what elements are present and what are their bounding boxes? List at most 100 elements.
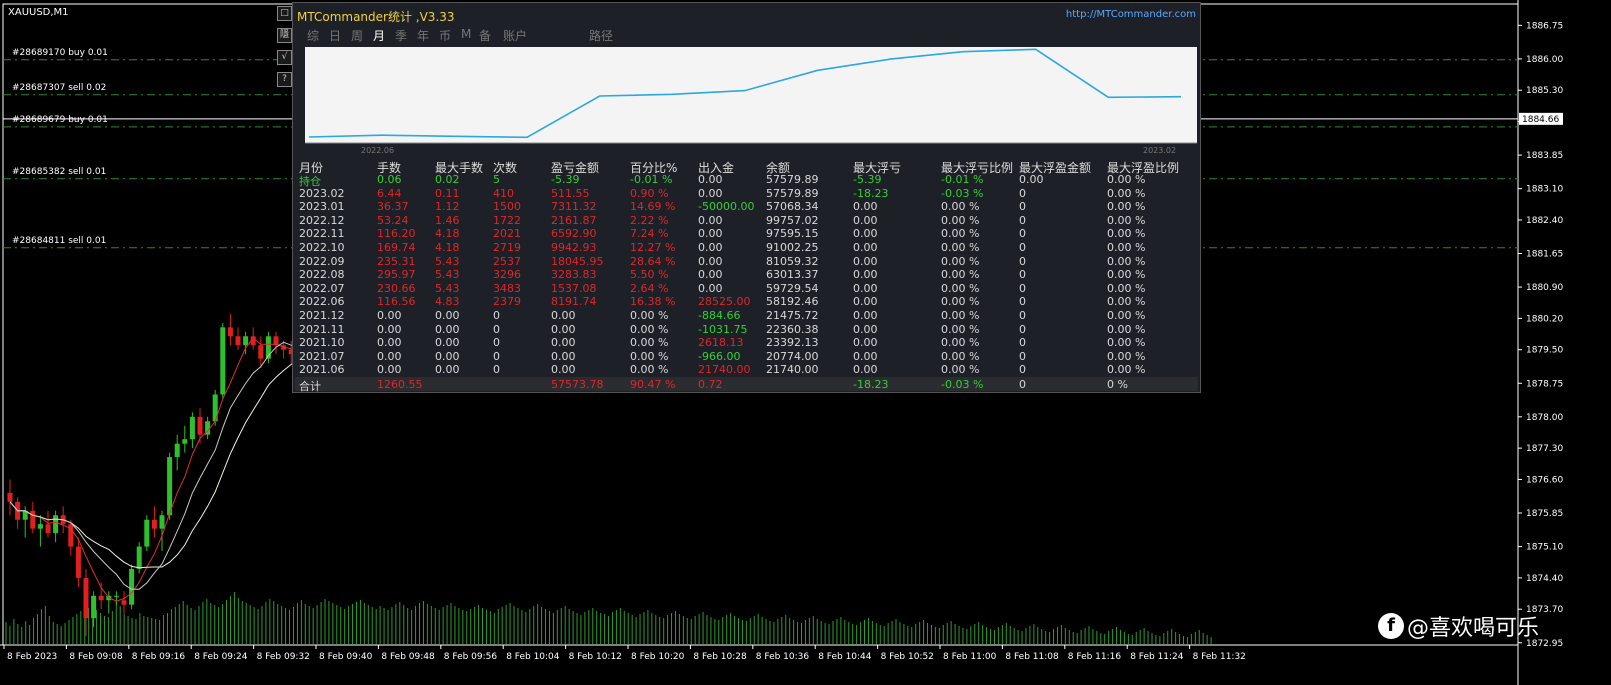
tab-0[interactable]: 综 <box>307 29 320 43</box>
table-cell: 0.00 % <box>630 363 669 377</box>
chart-side-button[interactable]: 隱 <box>277 28 292 43</box>
table-cell: 1500 <box>493 200 521 214</box>
ma-fast-line <box>9 337 299 602</box>
price-tick-label: 1885.30 <box>1526 86 1563 96</box>
time-tick-label: 8 Feb 09:24 <box>194 652 248 662</box>
table-cell: 63013.37 <box>766 268 819 282</box>
time-tick-label: 8 Feb 09:08 <box>69 652 123 662</box>
column-header: 月份 <box>299 161 324 175</box>
time-tick-label: 8 Feb 10:44 <box>818 652 872 662</box>
table-cell: 59729.54 <box>766 281 819 295</box>
time-tick-label: 8 Feb 11:32 <box>1193 652 1246 662</box>
price-tick-label: 1878.00 <box>1526 413 1563 423</box>
candle-body <box>212 394 218 422</box>
candle-body <box>83 577 89 619</box>
table-cell: 0.00 % <box>941 200 980 214</box>
candle-body <box>75 546 81 578</box>
table-cell: 0.00 % <box>941 268 980 282</box>
table-cell: 0.00 % <box>941 213 980 227</box>
table-cell: 2022.08 <box>299 268 345 282</box>
table-cell: 0.00 <box>1019 173 1044 186</box>
candle-body <box>45 524 51 534</box>
tab-7[interactable]: M <box>461 27 472 41</box>
candle-body <box>98 595 104 601</box>
candle-body <box>7 492 13 502</box>
table-cell: 20774.00 <box>766 349 819 363</box>
table-cell: 合计 <box>299 380 321 393</box>
chart-side-button[interactable]: √ <box>277 50 292 65</box>
table-cell: 169.74 <box>377 241 416 254</box>
table-cell: 0.00 <box>551 363 576 377</box>
table-cell: 0.00 <box>853 322 878 336</box>
price-tick-label: 1875.85 <box>1526 509 1563 519</box>
candle-body <box>235 336 241 346</box>
panel-url-link[interactable]: http://MTCommander.com <box>1065 9 1196 20</box>
table-cell: 2022.06 <box>299 295 345 309</box>
candle-body <box>189 416 195 440</box>
candle-body <box>37 524 43 529</box>
tab-8[interactable]: 备 <box>479 29 492 43</box>
table-cell: 0.00 <box>853 281 878 295</box>
table-cell: 0.00 % <box>941 254 980 268</box>
tab-1[interactable]: 日 <box>329 29 342 43</box>
table-cell: 2.64 % <box>630 281 669 295</box>
candle-body <box>258 345 264 359</box>
tab-3[interactable]: 月 <box>373 29 386 43</box>
table-cell: 0 <box>493 336 500 350</box>
price-tick-label: 1880.20 <box>1526 314 1563 324</box>
table-cell: 0.00 % <box>1107 254 1146 268</box>
time-tick-label: 8 Feb 11:16 <box>1068 652 1122 662</box>
table-cell: -50000.00 <box>698 200 755 214</box>
table-cell: 0.00 <box>698 173 723 186</box>
table-cell: 6592.90 <box>551 227 597 241</box>
table-cell: 0 <box>493 363 500 377</box>
table-cell: 2022.12 <box>299 213 345 227</box>
table-cell: 0.00 <box>853 349 878 363</box>
table-cell: 0.00 <box>853 295 878 309</box>
table-cell: -18.23 <box>853 186 889 200</box>
column-header: 余额 <box>766 161 791 175</box>
table-cell: 2021.11 <box>299 322 345 336</box>
tab-10[interactable]: 路径 <box>589 29 614 43</box>
table-cell: 1722 <box>493 213 521 227</box>
table-cell: 0.00 <box>435 363 460 377</box>
table-cell: 81059.32 <box>766 254 819 268</box>
price-tick-label: 1882.40 <box>1526 216 1563 226</box>
table-cell: 0.00 % <box>1107 322 1146 336</box>
tab-2[interactable]: 周 <box>351 29 364 43</box>
table-cell: 8191.74 <box>551 295 597 309</box>
column-header: 手数 <box>377 161 402 175</box>
table-cell: -0.01 % <box>941 173 984 186</box>
table-cell: 0 <box>1019 227 1026 241</box>
table-cell: 97595.15 <box>766 227 819 241</box>
order-label: #28687307 sell 0.02 <box>12 82 107 93</box>
tab-6[interactable]: 币 <box>439 29 452 43</box>
table-cell: 2.22 % <box>630 213 669 227</box>
column-header: 最大手数 <box>435 161 484 175</box>
table-cell: 2537 <box>493 254 521 268</box>
table-cell: 0.00 <box>853 213 878 227</box>
tab-4[interactable]: 季 <box>395 29 408 43</box>
tab-9[interactable]: 账户 <box>503 29 528 43</box>
table-cell: 57068.34 <box>766 200 819 214</box>
table-cell: 22360.38 <box>766 322 819 336</box>
table-cell: 0.00 <box>377 349 402 363</box>
price-tick-label: 1886.00 <box>1526 55 1563 65</box>
table-cell: 0 <box>493 349 500 363</box>
chart-side-button[interactable]: ? <box>277 72 292 87</box>
table-cell: -0.01 % <box>630 173 673 186</box>
chart-side-button[interactable]: □ <box>277 6 292 21</box>
time-tick-label: 8 Feb 11:08 <box>1005 652 1059 662</box>
tab-5[interactable]: 年 <box>417 29 430 43</box>
candle-body <box>68 524 74 547</box>
table-cell: 0.00 <box>435 322 460 336</box>
table-cell: 5.43 <box>435 268 460 282</box>
watermark: @喜欢喝可乐 <box>1377 610 1539 642</box>
table-cell: 5.50 % <box>630 268 669 282</box>
time-tick-label: 8 Feb 2023 <box>7 652 57 662</box>
table-cell: 0 % <box>1107 378 1128 391</box>
table-cell: 0.00 % <box>1107 309 1146 322</box>
time-tick-label: 8 Feb 10:52 <box>881 652 934 662</box>
table-cell: 410 <box>493 186 514 200</box>
